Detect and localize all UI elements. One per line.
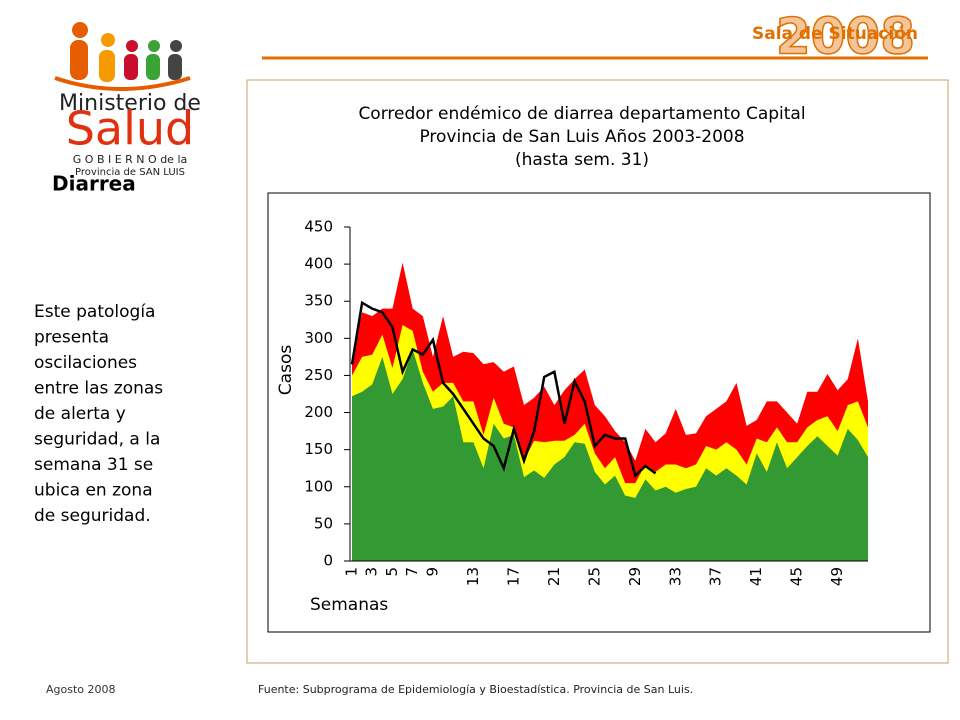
x-tick-label: 9 <box>423 567 441 577</box>
y-tick-label: 450 <box>304 218 333 236</box>
x-tick-label: 7 <box>403 567 421 577</box>
sidebar-text: de seguridad. <box>34 506 151 526</box>
x-tick-label: 41 <box>747 567 765 586</box>
header-year: 2008 <box>776 8 915 66</box>
x-tick-label: 25 <box>585 567 603 586</box>
logo <box>54 22 191 91</box>
x-tick-label: 13 <box>464 567 482 586</box>
y-tick-label: 0 <box>323 552 333 570</box>
chart-title: (hasta sem. 31) <box>515 150 649 170</box>
x-tick-label: 3 <box>363 567 381 577</box>
y-tick-label: 350 <box>304 292 333 310</box>
x-tick-label: 17 <box>504 567 522 586</box>
sidebar-text: ubica en zona <box>34 481 153 501</box>
footer-date: Agosto 2008 <box>46 683 116 696</box>
x-tick-label: 1 <box>343 567 361 577</box>
chart-frame <box>246 79 949 664</box>
y-tick-label: 300 <box>304 329 333 347</box>
y-axis-label: Casos <box>276 345 296 396</box>
line-2008 <box>350 300 657 478</box>
logo-text: Provincia de SAN LUIS <box>75 167 185 178</box>
x-tick-label: 33 <box>666 567 684 586</box>
logo-text: Salud <box>66 102 195 156</box>
sidebar-text: entre las zonas <box>34 379 163 399</box>
x-tick-label: 45 <box>788 567 806 586</box>
footer-source: Fuente: Subprograma de Epidemiología y B… <box>258 683 693 696</box>
sidebar-text: semana 31 se <box>34 455 153 475</box>
header-subtitle: Sala de Situación <box>752 24 918 44</box>
x-axis-label: Semanas <box>310 595 388 615</box>
sidebar-text: presenta <box>34 328 109 348</box>
y-tick-label: 400 <box>304 255 333 273</box>
y-tick-label: 100 <box>304 477 333 495</box>
y-tick-label: 250 <box>304 366 333 384</box>
chart-title: Provincia de San Luis Años 2003-2008 <box>419 127 744 147</box>
sidebar-text: de alerta y <box>34 404 126 424</box>
sidebar-text: seguridad, a la <box>34 430 160 450</box>
x-tick-label: 49 <box>828 567 846 586</box>
sidebar-text: oscilaciones <box>34 353 137 373</box>
plot-frame <box>267 192 931 633</box>
x-tick-label: 37 <box>707 567 725 586</box>
chart-title: Corredor endémico de diarrea departament… <box>358 104 805 124</box>
y-tick-label: 200 <box>304 403 333 421</box>
logo-text: G O B I E R N O de la <box>73 153 187 166</box>
y-tick-label: 50 <box>314 514 333 532</box>
y-tick-label: 150 <box>304 440 333 458</box>
x-tick-label: 5 <box>383 567 401 577</box>
sidebar-title: Diarrea <box>52 172 136 196</box>
x-tick-label: 29 <box>626 567 644 586</box>
area-band <box>352 349 868 561</box>
logo-text: Ministerio de <box>59 91 201 116</box>
x-tick-label: 21 <box>545 567 563 586</box>
sidebar-text: Este patología <box>34 302 155 322</box>
